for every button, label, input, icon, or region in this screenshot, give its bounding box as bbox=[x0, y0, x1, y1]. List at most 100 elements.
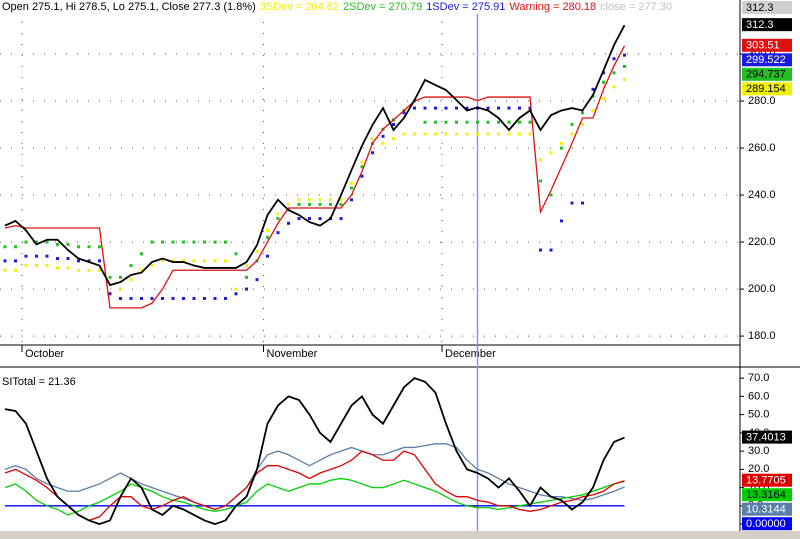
band-dot bbox=[245, 287, 248, 291]
band-dot bbox=[549, 151, 553, 155]
band-dot bbox=[455, 120, 458, 124]
x-tick-label: October bbox=[25, 348, 64, 360]
band-dot bbox=[35, 264, 38, 268]
band-dot bbox=[413, 132, 416, 136]
band-dot bbox=[35, 254, 38, 258]
band-dot bbox=[318, 202, 322, 206]
band-dot bbox=[224, 296, 227, 300]
series-line bbox=[4, 45, 626, 309]
band-dot bbox=[297, 217, 301, 221]
band-dot bbox=[161, 240, 164, 244]
last-value-box bbox=[742, 38, 792, 52]
band-dot bbox=[24, 254, 28, 258]
indicator-title: SITotal = 21.36 bbox=[2, 376, 76, 388]
y-tick-label: 220.0 bbox=[748, 236, 776, 248]
last-value-box bbox=[742, 18, 792, 32]
band-dot bbox=[77, 245, 80, 249]
cursor-value: close = 277.30 bbox=[600, 1, 672, 13]
band-dot bbox=[297, 198, 301, 202]
y-tick-label: 60.0 bbox=[748, 390, 769, 402]
last-value-label: 303.51 bbox=[746, 40, 780, 52]
band-dot bbox=[591, 108, 595, 112]
band-dot bbox=[119, 275, 122, 279]
top-label: 312.3 bbox=[746, 2, 774, 14]
band-dot bbox=[371, 151, 374, 155]
band-dot bbox=[171, 259, 175, 263]
band-dot bbox=[392, 137, 395, 141]
band-dot bbox=[381, 141, 385, 145]
band-dot bbox=[486, 132, 490, 136]
band-dot bbox=[255, 249, 259, 253]
band-dot bbox=[497, 106, 500, 110]
band-dot bbox=[98, 245, 101, 249]
band-dot bbox=[266, 228, 269, 232]
band-dot bbox=[287, 202, 290, 206]
band-dot bbox=[266, 235, 269, 239]
band-dot bbox=[318, 217, 322, 221]
band-dot bbox=[14, 245, 17, 249]
band-dot bbox=[255, 278, 259, 282]
band-dot bbox=[66, 242, 70, 246]
y-tick-label: 180.0 bbox=[748, 330, 776, 342]
band-dot bbox=[518, 120, 521, 124]
band-dot bbox=[486, 120, 490, 124]
band-dot bbox=[434, 106, 437, 110]
band-dot bbox=[476, 120, 479, 124]
band-dot bbox=[234, 287, 238, 291]
band-dot bbox=[423, 132, 427, 136]
band-dot bbox=[507, 106, 511, 110]
last-value-label: 13.7705 bbox=[746, 475, 786, 487]
band-dot bbox=[98, 268, 101, 272]
band-dot bbox=[87, 268, 91, 272]
series-line bbox=[4, 477, 625, 516]
tab-bar[interactable] bbox=[0, 531, 800, 539]
band-dot bbox=[423, 120, 427, 124]
band-dot bbox=[539, 179, 542, 183]
band-dot bbox=[24, 264, 28, 268]
band-dot bbox=[623, 53, 626, 57]
band-dot bbox=[87, 245, 91, 249]
band-dot bbox=[350, 186, 353, 190]
band-dot bbox=[213, 259, 217, 263]
band-dot bbox=[602, 80, 605, 84]
band-dot bbox=[570, 132, 574, 136]
band-dot bbox=[66, 257, 70, 261]
band-dot bbox=[434, 120, 437, 124]
y-tick-label: 50.0 bbox=[748, 409, 769, 421]
band-dot bbox=[129, 278, 133, 282]
band-dot bbox=[581, 201, 584, 205]
band-dot bbox=[612, 57, 616, 61]
band-dot bbox=[66, 266, 70, 270]
series-line bbox=[4, 443, 625, 511]
band-dot bbox=[297, 202, 301, 206]
last-value-label: 10.3144 bbox=[746, 504, 786, 516]
band-dot bbox=[35, 240, 38, 244]
band-dot bbox=[423, 106, 427, 110]
band-dot bbox=[56, 266, 59, 270]
y-tick-label: 240.0 bbox=[748, 189, 776, 201]
band-dot bbox=[182, 296, 185, 300]
band-dot bbox=[476, 132, 479, 136]
band-dot bbox=[245, 275, 248, 279]
band-dot bbox=[45, 240, 49, 244]
band-dot bbox=[360, 160, 364, 164]
band-dot bbox=[402, 111, 406, 115]
band-dot bbox=[350, 198, 353, 202]
band-dot bbox=[507, 132, 511, 136]
band-dot bbox=[108, 275, 112, 279]
y-tick-label: 280.0 bbox=[748, 95, 776, 107]
band-dot bbox=[497, 120, 500, 124]
band-dot bbox=[129, 296, 133, 300]
band-dot bbox=[276, 212, 280, 216]
band-dot bbox=[612, 71, 616, 75]
band-dot bbox=[192, 259, 196, 263]
band-dot bbox=[518, 132, 521, 136]
y-tick-label: 30.0 bbox=[748, 445, 769, 457]
band-dot bbox=[413, 106, 416, 110]
band-dot bbox=[77, 268, 80, 272]
band-dot bbox=[560, 146, 563, 150]
y-tick-label: 20.0 bbox=[748, 463, 769, 475]
